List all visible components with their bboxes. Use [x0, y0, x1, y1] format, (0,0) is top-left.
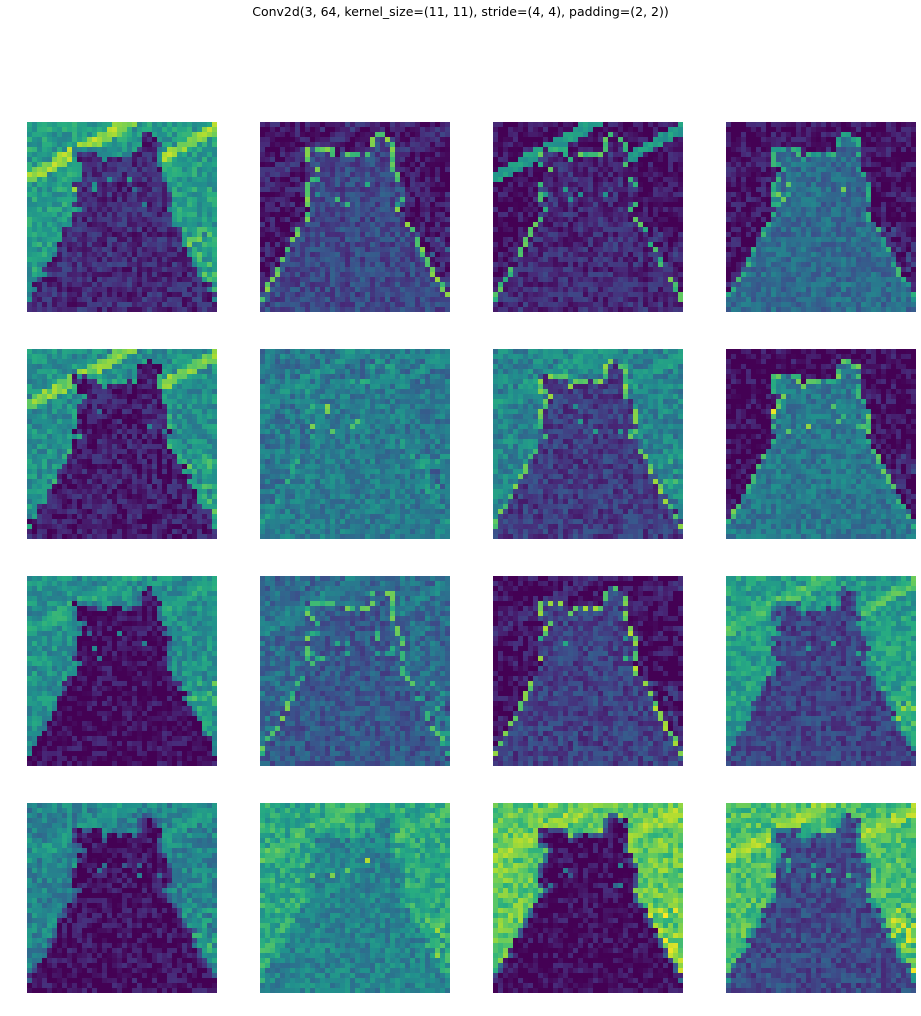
feature-map-image: [260, 803, 450, 993]
figure-title: Conv2d(3, 64, kernel_size=(11, 11), stri…: [0, 4, 921, 19]
feature-map-image: [726, 803, 916, 993]
feature-map-panel-12: [726, 576, 916, 766]
feature-map-panel-1: [27, 122, 217, 312]
feature-map-image: [27, 803, 217, 993]
feature-map-image: [726, 576, 916, 766]
feature-map-image: [726, 349, 916, 539]
feature-map-image: [726, 122, 916, 312]
feature-map-panel-6: [260, 349, 450, 539]
feature-map-panel-4: [726, 122, 916, 312]
feature-map-panel-11: [493, 576, 683, 766]
feature-map-image: [493, 349, 683, 539]
feature-map-panel-13: [27, 803, 217, 993]
feature-map-image: [260, 122, 450, 312]
feature-map-panel-10: [260, 576, 450, 766]
feature-map-panel-3: [493, 122, 683, 312]
feature-map-image: [493, 803, 683, 993]
feature-map-image: [493, 122, 683, 312]
feature-map-panel-9: [27, 576, 217, 766]
feature-map-panel-2: [260, 122, 450, 312]
feature-map-panel-7: [493, 349, 683, 539]
feature-map-image: [260, 576, 450, 766]
feature-map-panel-5: [27, 349, 217, 539]
feature-map-image: [27, 122, 217, 312]
feature-map-panel-14: [260, 803, 450, 993]
feature-map-panel-8: [726, 349, 916, 539]
feature-map-panel-16: [726, 803, 916, 993]
feature-map-image: [27, 576, 217, 766]
feature-map-image: [493, 576, 683, 766]
feature-map-panel-15: [493, 803, 683, 993]
feature-map-image: [260, 349, 450, 539]
feature-map-image: [27, 349, 217, 539]
